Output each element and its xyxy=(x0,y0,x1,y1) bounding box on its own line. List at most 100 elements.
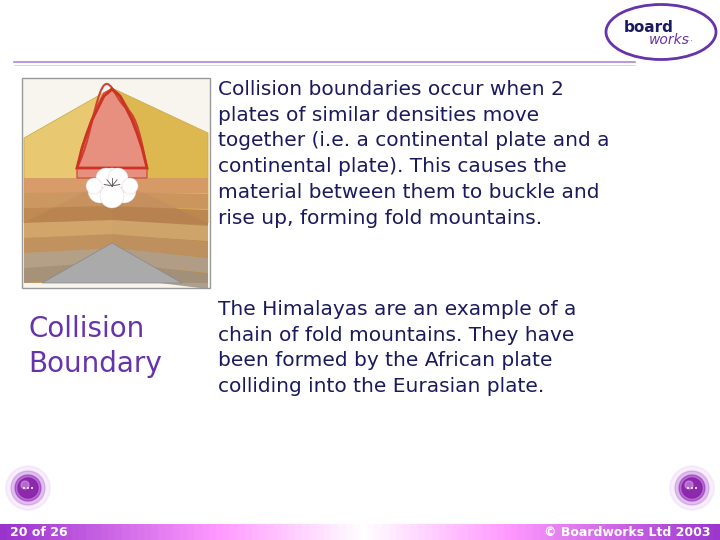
Circle shape xyxy=(670,466,714,510)
Bar xyxy=(691,524,699,540)
Circle shape xyxy=(685,481,693,489)
Bar xyxy=(86,524,94,540)
Bar xyxy=(144,524,152,540)
Polygon shape xyxy=(112,192,208,209)
Bar xyxy=(612,524,620,540)
Circle shape xyxy=(88,179,112,203)
Bar xyxy=(166,524,174,540)
Bar xyxy=(58,524,66,540)
Bar xyxy=(151,524,159,540)
Text: 20 of 26: 20 of 26 xyxy=(10,525,68,538)
Bar xyxy=(72,524,80,540)
Bar xyxy=(238,524,246,540)
Bar xyxy=(338,524,346,540)
Bar xyxy=(194,524,202,540)
Bar xyxy=(389,524,397,540)
Bar xyxy=(230,524,238,540)
Bar xyxy=(216,524,224,540)
Bar xyxy=(396,524,404,540)
Bar xyxy=(504,524,512,540)
Polygon shape xyxy=(42,243,182,283)
Circle shape xyxy=(15,475,41,501)
Bar xyxy=(425,524,433,540)
Bar xyxy=(137,524,145,540)
Polygon shape xyxy=(112,234,208,257)
Polygon shape xyxy=(112,206,208,225)
Circle shape xyxy=(21,481,29,489)
Text: © Boardworks Ltd 2003: © Boardworks Ltd 2003 xyxy=(544,525,710,538)
Polygon shape xyxy=(24,88,112,223)
Bar xyxy=(43,524,51,540)
Bar xyxy=(590,524,598,540)
Bar xyxy=(7,524,15,540)
Bar xyxy=(432,524,440,540)
Circle shape xyxy=(100,184,124,208)
Bar xyxy=(655,524,663,540)
Bar xyxy=(324,524,332,540)
Bar xyxy=(288,524,296,540)
Bar xyxy=(677,524,685,540)
Bar xyxy=(410,524,418,540)
Bar xyxy=(367,524,375,540)
Text: The Himalayas are an example of a
chain of fold mountains. They have
been formed: The Himalayas are an example of a chain … xyxy=(218,300,577,396)
Polygon shape xyxy=(112,248,208,273)
Circle shape xyxy=(675,471,709,505)
Bar xyxy=(115,524,123,540)
Bar xyxy=(50,524,58,540)
Bar xyxy=(468,524,476,540)
Bar xyxy=(295,524,303,540)
Polygon shape xyxy=(24,178,112,283)
Polygon shape xyxy=(77,88,147,178)
Bar xyxy=(252,524,260,540)
Bar xyxy=(526,524,534,540)
Circle shape xyxy=(18,478,38,498)
Bar xyxy=(511,524,519,540)
Bar xyxy=(605,524,613,540)
Ellipse shape xyxy=(606,4,716,59)
Polygon shape xyxy=(24,220,112,238)
Text: Collision
Boundary: Collision Boundary xyxy=(28,315,162,377)
Bar xyxy=(310,524,318,540)
Polygon shape xyxy=(24,206,112,223)
Bar xyxy=(439,524,447,540)
Bar xyxy=(518,524,526,540)
Bar xyxy=(346,524,354,540)
Bar xyxy=(533,524,541,540)
Bar xyxy=(583,524,591,540)
Bar xyxy=(662,524,670,540)
Bar xyxy=(302,524,310,540)
Bar xyxy=(706,524,714,540)
Bar xyxy=(223,524,231,540)
Bar xyxy=(461,524,469,540)
Bar xyxy=(79,524,87,540)
Circle shape xyxy=(122,178,138,194)
Bar xyxy=(281,524,289,540)
Bar xyxy=(209,524,217,540)
Bar xyxy=(554,524,562,540)
Bar xyxy=(353,524,361,540)
Bar xyxy=(497,524,505,540)
Bar xyxy=(626,524,634,540)
Bar xyxy=(0,524,8,540)
Bar xyxy=(101,524,109,540)
Bar xyxy=(634,524,642,540)
Bar xyxy=(29,524,37,540)
Bar xyxy=(94,524,102,540)
Circle shape xyxy=(682,478,702,498)
Polygon shape xyxy=(112,178,208,283)
Bar xyxy=(14,524,22,540)
Circle shape xyxy=(96,168,116,188)
Bar xyxy=(108,524,116,540)
Bar xyxy=(713,524,720,540)
Bar xyxy=(540,524,548,540)
Text: •••: ••• xyxy=(686,486,698,492)
Bar xyxy=(245,524,253,540)
Circle shape xyxy=(94,168,130,204)
Bar xyxy=(259,524,267,540)
Bar xyxy=(266,524,274,540)
Bar xyxy=(22,78,210,288)
Bar xyxy=(317,524,325,540)
Bar xyxy=(180,524,188,540)
Polygon shape xyxy=(24,192,112,208)
Polygon shape xyxy=(112,262,208,289)
